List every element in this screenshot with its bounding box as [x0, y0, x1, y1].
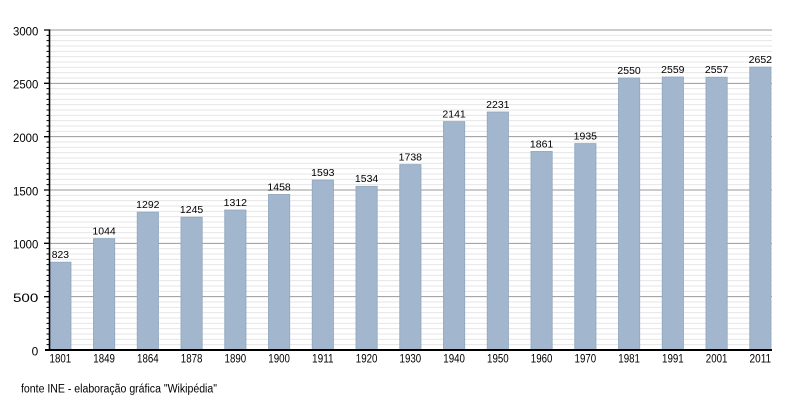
svg-text:1878: 1878: [181, 352, 203, 366]
svg-text:1864: 1864: [137, 352, 159, 366]
svg-text:2011: 2011: [750, 352, 772, 366]
svg-text:1991: 1991: [662, 352, 684, 366]
svg-text:1801: 1801: [50, 352, 72, 366]
svg-text:1312: 1312: [224, 198, 248, 209]
svg-text:1960: 1960: [531, 352, 553, 366]
svg-text:0: 0: [32, 344, 39, 358]
svg-text:823: 823: [52, 250, 70, 261]
svg-text:1861: 1861: [530, 139, 554, 150]
svg-text:1920: 1920: [356, 352, 378, 366]
svg-text:2500: 2500: [13, 78, 39, 92]
svg-text:1930: 1930: [400, 352, 422, 366]
svg-text:2001: 2001: [706, 352, 728, 366]
svg-text:2550: 2550: [617, 66, 641, 77]
svg-text:fonte INE - elaboração gráfica: fonte INE - elaboração gráfica "Wikipédi…: [21, 384, 217, 396]
svg-text:2652: 2652: [749, 55, 773, 66]
svg-text:2559: 2559: [661, 65, 685, 76]
svg-text:1458: 1458: [267, 182, 291, 193]
svg-text:1000: 1000: [13, 238, 39, 252]
svg-text:1900: 1900: [268, 352, 290, 366]
svg-text:2557: 2557: [705, 65, 729, 76]
svg-text:1044: 1044: [92, 226, 116, 237]
svg-text:500: 500: [13, 291, 39, 305]
svg-text:1890: 1890: [225, 352, 247, 366]
svg-text:2231: 2231: [486, 100, 510, 111]
svg-text:1738: 1738: [399, 152, 423, 163]
svg-text:1500: 1500: [13, 184, 39, 198]
svg-text:1245: 1245: [180, 205, 204, 216]
svg-text:1940: 1940: [443, 352, 465, 366]
svg-text:1849: 1849: [93, 352, 115, 366]
svg-text:1935: 1935: [574, 131, 598, 142]
svg-text:1593: 1593: [311, 168, 335, 179]
svg-text:1981: 1981: [618, 352, 640, 366]
svg-text:1292: 1292: [136, 200, 160, 211]
svg-text:1950: 1950: [487, 352, 509, 366]
svg-text:1534: 1534: [355, 174, 379, 185]
svg-text:1911: 1911: [312, 352, 334, 366]
svg-text:1970: 1970: [575, 352, 597, 366]
svg-text:3000: 3000: [13, 24, 39, 38]
svg-text:2141: 2141: [442, 109, 466, 120]
svg-text:2000: 2000: [13, 131, 39, 145]
